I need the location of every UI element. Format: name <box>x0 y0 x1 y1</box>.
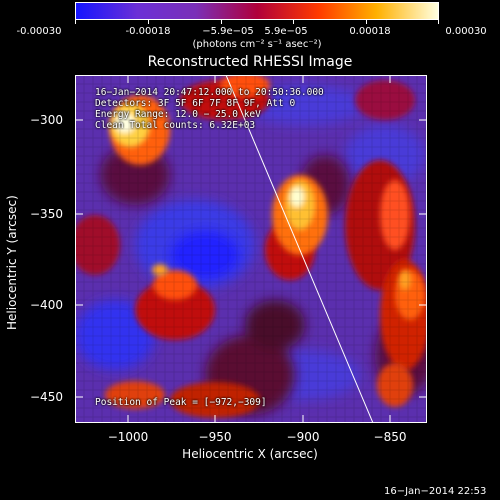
colorbar-label: 0.00030 <box>445 26 487 37</box>
y-axis-label: Heliocentric Y (arcsec) <box>5 195 19 330</box>
colorbar-unit: (photons cm⁻² s⁻¹ asec⁻²) <box>192 39 322 50</box>
x-tick-label: −950 <box>198 430 232 444</box>
info-total-counts: Clean Total counts: 6.32E+03 <box>95 120 256 131</box>
footer-date: 16−Jan−2014 22:53 <box>384 486 487 497</box>
colorbar-label: -0.00018 <box>125 26 171 37</box>
plot-title: Reconstructed RHESSI Image <box>147 54 353 70</box>
y-tick-label: −300 <box>30 113 63 127</box>
colorbar-tick <box>148 20 149 24</box>
solar-limb-line <box>225 75 374 423</box>
x-tick-label: −1000 <box>107 430 149 444</box>
info-energy-range: Energy Range: 12.0 − 25.0 keV <box>95 109 261 120</box>
x-axis-label: Heliocentric X (arcsec) <box>182 447 318 461</box>
colorbar-tick <box>366 20 367 24</box>
y-tick-label: −450 <box>30 390 63 404</box>
colorbar-tick <box>293 20 294 24</box>
colorbar-label: 0.00018 <box>349 26 391 37</box>
x-tick-label: −900 <box>286 430 320 444</box>
colorbar-tick <box>438 20 439 24</box>
colorbar-label: 5.9e−05 <box>264 26 308 37</box>
info-detectors: Detectors: 3F 5F 6F 7F 8F 9F, Att 0 <box>95 98 296 109</box>
colorbar-tick <box>221 20 222 24</box>
colorbar <box>75 2 439 20</box>
info-time-range: 16−Jan−2014 20:47:12.000 to 20:50:36.000 <box>95 87 324 98</box>
rhessi-image <box>75 75 427 423</box>
x-tick-label: −850 <box>373 430 407 444</box>
info-peak-position: Position of Peak = [−972,−309] <box>95 397 267 408</box>
colorbar-tick <box>75 20 76 24</box>
y-tick-label: −400 <box>30 298 63 312</box>
colorbar-label: −5.9e−05 <box>202 26 254 37</box>
y-tick-label: −350 <box>30 207 63 221</box>
colorbar-label: -0.00030 <box>16 26 62 37</box>
